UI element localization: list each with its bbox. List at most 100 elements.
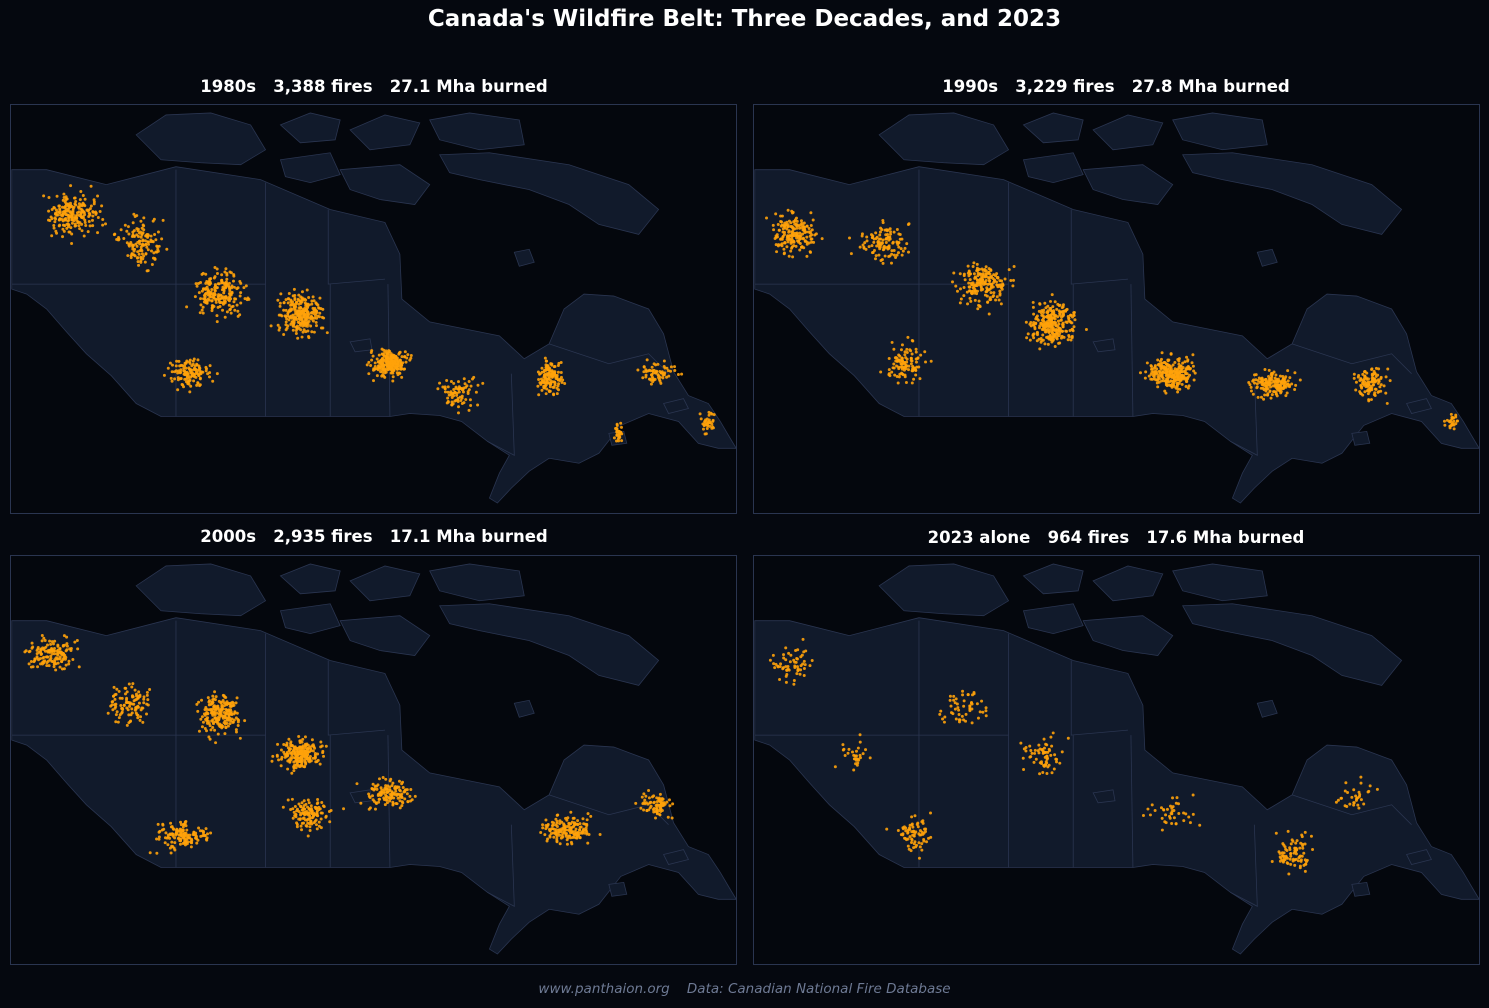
fire-point [141,257,145,261]
fire-point [1296,859,1300,863]
fire-point [205,729,209,733]
fire-point [239,301,243,305]
fire-point [155,837,159,841]
fire-point [220,725,224,729]
fire-point [1160,816,1164,820]
fire-point [586,841,590,845]
fire-point [317,306,321,310]
fire-point [900,359,904,363]
fire-point [377,353,381,357]
fire-point [619,421,623,425]
fire-point [65,635,69,639]
fire-point [306,747,310,751]
fire-point [328,820,332,824]
fire-point [65,197,69,201]
fire-point [959,297,963,301]
fire-point [164,831,168,835]
fire-point [92,200,96,204]
fire-point [556,378,560,382]
fire-point [309,809,313,813]
fire-point [300,290,304,294]
fire-point [1061,323,1065,327]
fire-point [779,214,783,218]
fire-point [1053,345,1057,349]
fire-point [367,792,371,796]
fire-point [965,290,969,294]
fire-point [910,830,914,834]
fire-point [598,833,602,837]
fire-point [551,831,555,835]
fire-point [1176,375,1180,379]
fire-point [55,210,59,214]
fire-point [800,221,804,225]
fire-point [1061,303,1065,307]
fire-point [794,244,798,248]
fire-point [282,301,286,305]
fire-point [1050,771,1054,775]
fire-point [774,243,778,247]
fire-point [1279,382,1283,386]
fire-point [295,825,299,829]
fire-point [665,800,669,804]
fire-point [375,357,379,361]
fire-point [833,765,837,769]
fire-point [194,370,198,374]
fire-point [313,756,317,760]
fire-point [550,370,554,374]
fire-point [277,313,281,317]
fire-point [391,364,395,368]
fire-point [86,230,90,234]
fire-point [117,716,121,720]
fire-point [290,743,294,747]
fire-point [904,826,908,830]
fire-point [1284,394,1288,398]
fire-point [166,366,170,370]
fire-point [1184,367,1188,371]
fire-point [456,380,460,384]
fire-point [301,330,305,334]
fire-point [195,841,199,845]
fire-point [890,340,894,344]
fire-point [456,405,460,409]
fire-point [582,822,586,826]
fire-point [406,353,410,357]
fire-point [658,375,662,379]
fire-point [989,268,993,272]
fire-point [1051,326,1055,330]
fire-point [216,305,220,309]
fire-point [322,316,326,320]
fire-point [63,653,67,657]
fire-point [1170,821,1174,825]
fire-points [23,634,675,855]
fire-point [1368,380,1372,384]
fire-point [1269,385,1273,389]
fire-point [1442,419,1446,423]
fire-point [552,385,556,389]
fire-point [127,713,131,717]
fire-point [316,801,320,805]
fire-point [571,830,575,834]
fire-point [841,743,845,747]
fire-point [235,303,239,307]
fire-points [765,208,1459,431]
fire-point [185,828,189,832]
fire-point [305,310,309,314]
fire-point [227,284,231,288]
fire-point [903,353,907,357]
fire-point [799,655,803,659]
fire-point [560,820,564,824]
fire-point [662,365,666,369]
fire-point [218,301,222,305]
fire-point [802,674,806,678]
fire-point [160,828,164,832]
fire-point [1041,338,1045,342]
fire-point [203,298,207,302]
fire-point [313,313,317,317]
fire-point [148,851,152,855]
fire-point [96,215,100,219]
fire-point [481,381,485,385]
fire-point [897,232,901,236]
fire-point [77,224,81,228]
fire-point [212,293,216,297]
fire-point [558,842,562,846]
